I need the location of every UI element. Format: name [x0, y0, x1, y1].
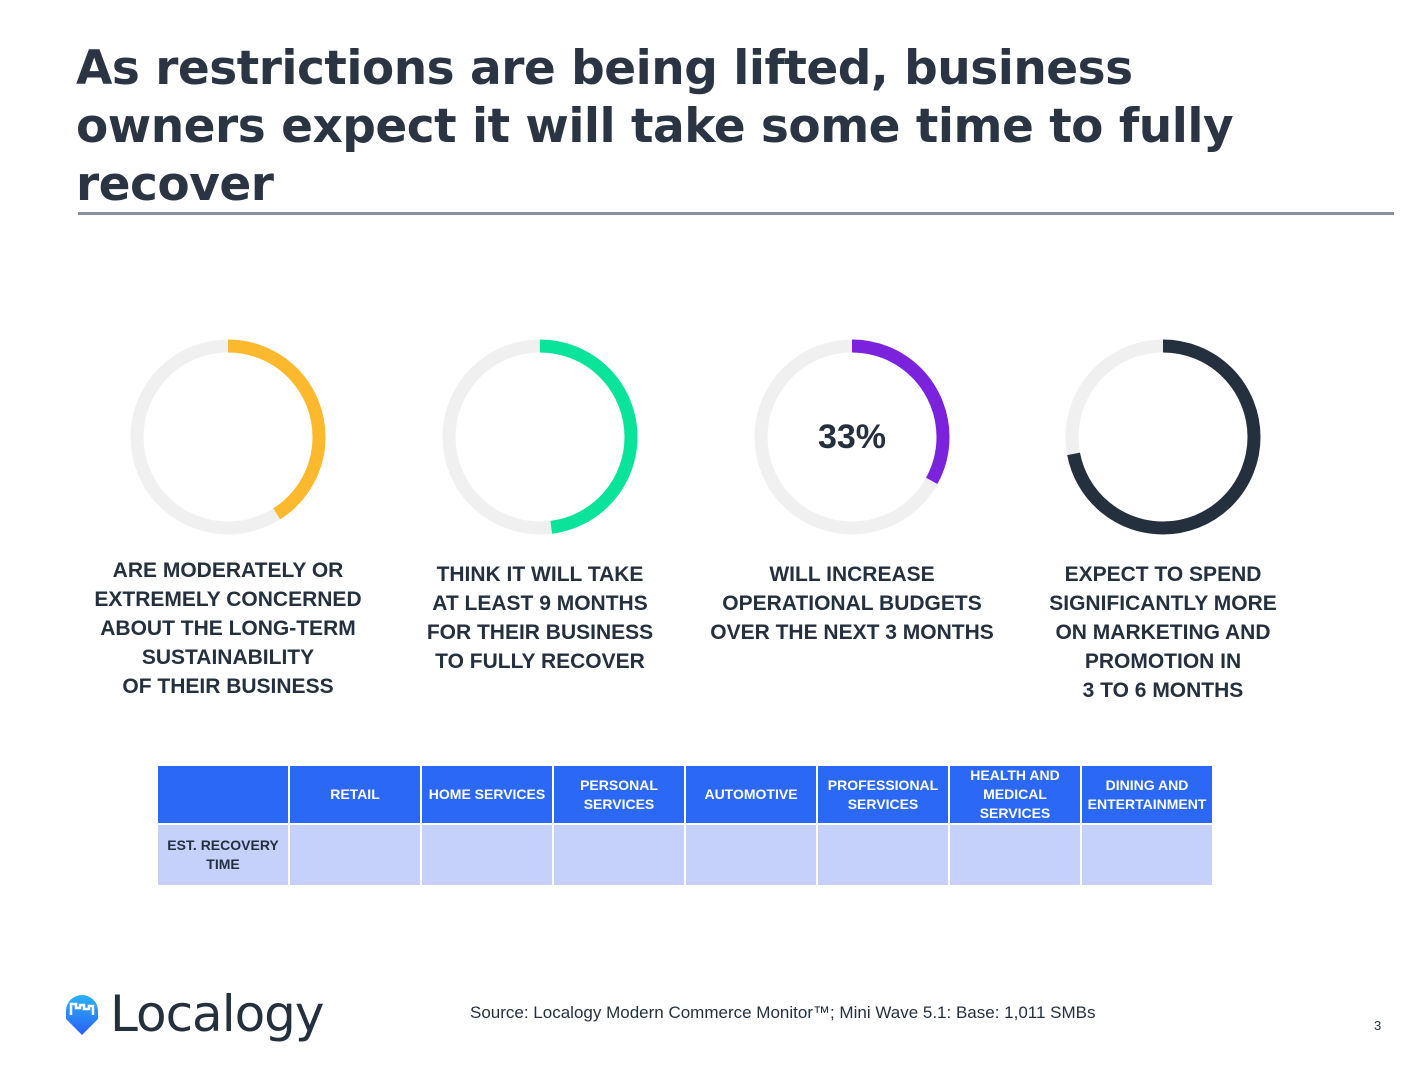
- donut-chart: 33%: [752, 337, 952, 537]
- donut-value-label: [128, 337, 328, 537]
- logo-pin-icon: [66, 995, 98, 1035]
- donut-arc: [130, 339, 326, 535]
- column-header: PROFESSIONAL SERVICES: [816, 764, 950, 825]
- localogy-logo: Localogy: [62, 985, 325, 1043]
- source-note: Source: Localogy Modern Commerce Monitor…: [470, 1003, 1096, 1022]
- table-cell: [288, 823, 422, 887]
- column-header: AUTOMOTIVE: [684, 764, 818, 825]
- table-cell: [816, 823, 950, 887]
- column-header: DINING AND ENTERTAINMENT: [1080, 764, 1214, 825]
- donut-chart: [128, 337, 328, 537]
- donut-caption: WILL INCREASE OPERATIONAL BUDGETS OVER T…: [710, 563, 994, 644]
- divider: [78, 212, 1394, 215]
- table-cell: [420, 823, 554, 887]
- donut-arc: [1065, 339, 1261, 535]
- column-header: HEALTH AND MEDICAL SERVICES: [948, 764, 1082, 825]
- recovery-table: RETAIL HOME SERVICES PERSONAL SERVICES AUTO…: [156, 764, 1214, 887]
- column-header: HOME SERVICES: [420, 764, 554, 825]
- column-header: RETAIL: [288, 764, 422, 825]
- donut-value-label: [1063, 337, 1263, 537]
- donut-chart: [440, 337, 640, 537]
- donut-value-label: [440, 337, 640, 537]
- logo-text: Localogy: [110, 985, 325, 1043]
- donut-caption: EXPECT TO SPEND SIGNIFICANTLY MORE ON MA…: [1049, 563, 1277, 702]
- row-label: EST. RECOVERY TIME: [156, 823, 290, 887]
- donut-value-label: 33%: [817, 417, 887, 456]
- table-cell: [948, 823, 1082, 887]
- page-number: 3: [1374, 1018, 1382, 1033]
- table-cell: [1080, 823, 1214, 887]
- donut-caption: ARE MODERATELY OR EXTREMELY CONCERNED AB…: [94, 559, 362, 698]
- slide-title: As restrictions are being lifted, busine…: [76, 41, 1234, 212]
- donut-arc: [442, 339, 638, 535]
- column-header: PERSONAL SERVICES: [552, 764, 686, 825]
- donut-arc: [754, 339, 950, 535]
- table-cell: [684, 823, 818, 887]
- donut-caption: THINK IT WILL TAKE AT LEAST 9 MONTHS FOR…: [426, 563, 654, 673]
- column-header: [156, 764, 290, 825]
- table-cell: [552, 823, 686, 887]
- donut-chart: [1063, 337, 1263, 537]
